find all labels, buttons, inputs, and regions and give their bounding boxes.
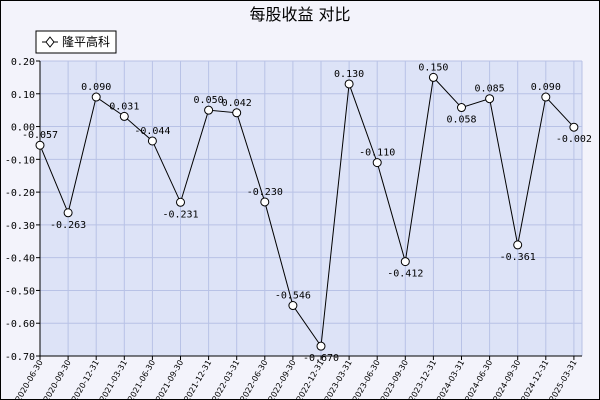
- y-tick-label: -0.70: [5, 352, 35, 363]
- legend-entry: 隆平高科: [62, 34, 110, 49]
- data-point: [204, 105, 214, 115]
- x-tick-label: 2023-09-30: [379, 359, 410, 400]
- data-point: [91, 92, 101, 102]
- data-point: [35, 140, 45, 150]
- y-tick-label: -0.10: [5, 155, 35, 166]
- x-tick-label: 2021-03-31: [98, 359, 129, 400]
- data-point: [176, 197, 185, 207]
- x-tick-label: 2023-12-31: [407, 359, 438, 400]
- data-point: [147, 136, 157, 146]
- data-label: 0.150: [418, 62, 448, 73]
- data-label: -0.002: [556, 134, 592, 145]
- data-label: 0.085: [475, 84, 505, 95]
- x-tick-label: 2022-03-31: [210, 359, 241, 400]
- y-tick-label: -0.20: [5, 188, 35, 199]
- x-tick-label: 2022-09-30: [267, 359, 298, 400]
- series-line-group: -0.057-0.2630.0900.031-0.044-0.2310.0500…: [22, 62, 592, 364]
- data-label: -0.044: [134, 126, 170, 137]
- y-tick-label: -0.50: [5, 286, 35, 297]
- data-label: -0.670: [303, 353, 339, 364]
- data-point: [288, 301, 298, 311]
- x-tick-label: 2024-09-30: [491, 359, 522, 400]
- x-tick-label: 2020-12-31: [70, 359, 101, 400]
- x-tick-label: 2021-12-31: [182, 359, 213, 400]
- legend-box: [35, 30, 117, 54]
- data-label: -0.546: [275, 291, 311, 302]
- x-tick-label: 2020-09-30: [42, 359, 73, 400]
- data-point: [569, 122, 579, 132]
- data-point: [344, 79, 354, 89]
- y-tick-label: -0.30: [5, 221, 35, 232]
- y-axis: 0.20 0.10 0.00 -0.10 -0.20 -0.30 -0.40 -0.50 -0.…: [5, 57, 41, 363]
- x-tick-label: 2022-06-30: [238, 359, 269, 400]
- data-point: [485, 94, 495, 104]
- data-point: [457, 103, 466, 113]
- data-point: [119, 111, 129, 121]
- data-label: 0.050: [194, 95, 224, 106]
- legend: 隆平高科: [35, 30, 117, 54]
- data-point: [232, 108, 242, 118]
- y-tick-label: -0.60: [5, 319, 35, 330]
- data-label: -0.057: [22, 130, 58, 141]
- data-label: -0.230: [247, 187, 283, 198]
- y-tick-label: 0.10: [11, 90, 35, 101]
- data-point: [372, 158, 382, 168]
- data-point: [63, 208, 73, 218]
- y-tick-label: 0.20: [11, 57, 35, 68]
- data-label: 0.042: [222, 98, 252, 109]
- x-tick-label: 2022-12-31: [295, 359, 326, 400]
- data-label: -0.231: [162, 209, 198, 220]
- x-tick-label: 2024-06-30: [463, 358, 494, 400]
- series-line: [39, 76, 575, 348]
- x-tick-label: 2020-06-30: [14, 359, 45, 400]
- data-point: [428, 72, 438, 82]
- legend-marker: [45, 36, 55, 48]
- x-tick-label: 2024-03-31: [435, 359, 466, 400]
- x-tick-label: 2021-06-30: [126, 359, 157, 400]
- data-point: [400, 257, 410, 267]
- x-tick-label: 2021-09-30: [154, 359, 185, 400]
- data-label: -0.361: [500, 252, 536, 263]
- x-tick-label: 2024-12-31: [519, 359, 550, 400]
- x-tick-label: 2023-03-31: [323, 359, 354, 400]
- chart-title: 每股收益 对比: [249, 5, 350, 24]
- data-label: -0.412: [387, 269, 423, 280]
- x-tick-label: 2023-06-30: [351, 359, 382, 400]
- data-label: 0.130: [334, 69, 364, 80]
- x-axis: 2020-06-302020-09-302020-12-312021-03-31…: [14, 355, 582, 400]
- y-tick-label: -0.40: [5, 254, 35, 265]
- data-point: [513, 240, 523, 250]
- data-label: -0.263: [50, 220, 86, 231]
- y-tick-label: 0.00: [11, 123, 35, 134]
- data-label: 0.031: [109, 101, 139, 112]
- x-tick-label: 2025-03-31: [548, 359, 579, 400]
- data-label: 0.090: [531, 82, 561, 93]
- data-point: [541, 92, 551, 102]
- data-label: -0.110: [359, 148, 395, 159]
- data-label: 0.058: [446, 115, 476, 126]
- data-point: [316, 341, 326, 351]
- data-label: 0.090: [81, 82, 111, 93]
- data-point: [260, 197, 270, 207]
